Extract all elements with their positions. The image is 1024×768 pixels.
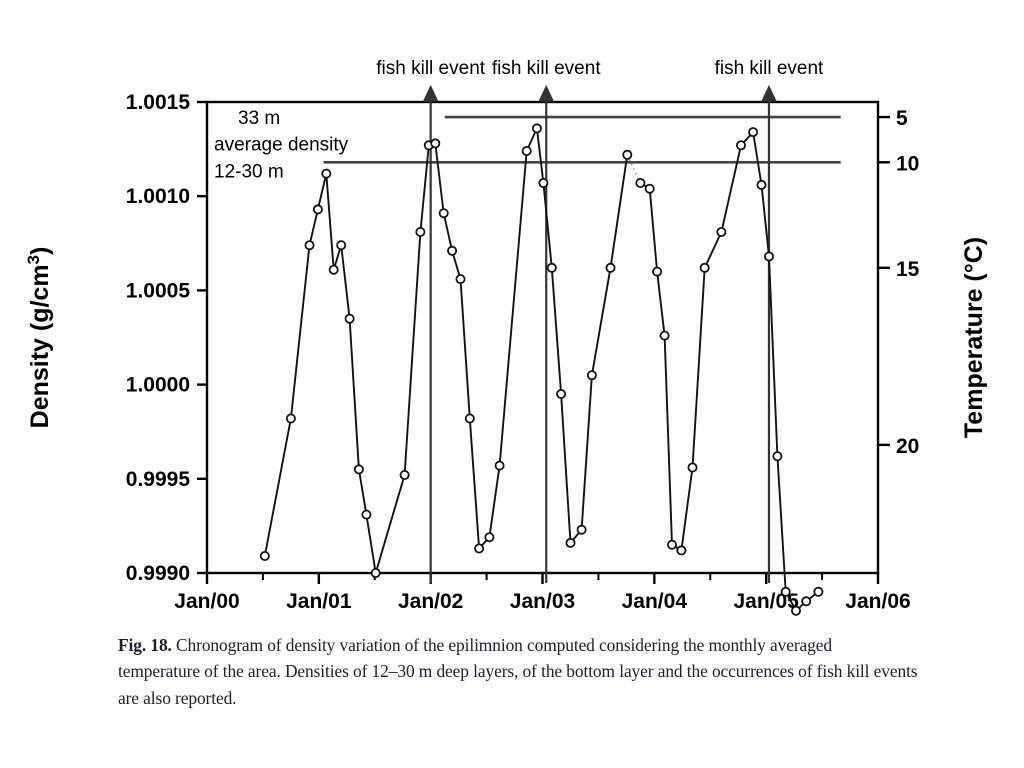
y-axis-tick-label: 0.9995: [126, 468, 191, 491]
fish-kill-arrow-icon: [761, 84, 777, 102]
figure-number: Fig. 18.: [118, 635, 172, 655]
x-axis-tick-label: Jan/03: [510, 590, 575, 613]
x-axis-tick-label: Jan/04: [622, 590, 688, 613]
series-data-point: [531, 123, 542, 134]
series-data-point: [764, 251, 775, 262]
series-data-point: [736, 140, 747, 151]
series-data-point: [430, 138, 441, 149]
series-data-point: [586, 370, 597, 381]
series-data-point: [576, 524, 587, 535]
series-data-point: [644, 183, 655, 194]
temperature-axis-title: Temperature (°C): [960, 237, 988, 438]
series-data-point: [780, 586, 791, 597]
fish-kill-event-label: fish kill event: [376, 58, 485, 79]
series-data-point: [652, 266, 663, 277]
y-axis-tick-label: 1.0000: [126, 374, 190, 397]
x-axis-tick-label: Jan/06: [845, 590, 910, 613]
series-data-point: [361, 509, 372, 520]
y-axis-tick-label: 0.9990: [126, 562, 190, 585]
series-data-point: [447, 245, 458, 256]
series-data-point: [635, 177, 646, 188]
fish-kill-arrow-icon: [422, 84, 439, 102]
series-data-point: [622, 149, 633, 160]
series-data-point: [455, 274, 466, 285]
series-data-point: [321, 168, 332, 179]
fish-kill-event-label: fish kill event: [715, 58, 824, 79]
series-data-point: [791, 605, 802, 616]
series-line: [263, 127, 629, 574]
x-axis-tick-label: Jan/02: [398, 590, 463, 613]
series-data-point: [304, 240, 315, 251]
series-data-point: [748, 127, 759, 138]
series-data-point: [659, 330, 670, 341]
y-axis-tick-label: 1.0015: [126, 91, 191, 114]
series-data-point: [484, 532, 495, 543]
series-data-point: [756, 179, 767, 190]
series-data-point: [699, 262, 710, 273]
series-data-point: [336, 240, 347, 251]
caption-text: Chronogram of density variation of the e…: [118, 635, 918, 708]
average-density-label-line2: 12-30 m: [214, 161, 284, 182]
series-data-point: [556, 388, 567, 399]
series-data-point: [370, 568, 381, 579]
series-data-point: [285, 413, 296, 424]
fish-kill-event-label: fish kill event: [492, 58, 601, 79]
series-data-point: [464, 413, 475, 424]
series-data-point: [801, 596, 812, 607]
y-axis-title: Density (g/cm3): [24, 247, 55, 429]
temperature-axis-tick-label: 15: [896, 258, 920, 281]
series-data-point: [605, 262, 616, 273]
series-data-point: [399, 469, 410, 480]
bottom-layer-label: 33 m: [238, 108, 280, 129]
x-axis-tick-label: Jan/01: [286, 590, 352, 613]
series-data-point: [353, 464, 364, 475]
series-data-point: [438, 208, 449, 219]
series-data-point: [494, 460, 505, 471]
fish-kill-arrow-icon: [538, 84, 555, 102]
series-data-point: [312, 204, 323, 215]
average-density-label-line1: average density: [214, 134, 349, 155]
figure-caption: Fig. 18. Chronogram of density variation…: [118, 632, 918, 711]
y-axis-tick-label: 1.0005: [126, 279, 191, 302]
series-line-gap: [626, 154, 642, 184]
series-data-point: [667, 539, 678, 550]
series-data-point: [328, 264, 339, 275]
series-data-point: [813, 586, 824, 597]
y-axis-tick-label: 1.0010: [126, 185, 190, 208]
series-data-point: [716, 226, 727, 237]
temperature-axis-tick-label: 5: [896, 107, 908, 130]
series-data-point: [474, 543, 485, 554]
series-data-point: [415, 226, 426, 237]
series-data-point: [344, 313, 355, 324]
series-data-point: [538, 177, 549, 188]
series-data-point: [772, 451, 783, 462]
chart-figure: 0.9990 0.9995 1.0000 1.0005 1.0010 1.0015 5 10 1…: [24, 58, 988, 616]
series-data-point: [259, 551, 270, 562]
density-temperature-chart: 0.9990 0.9995 1.0000 1.0005 1.0010 1.0015 5 10 1…: [24, 58, 988, 616]
series-line: [639, 131, 819, 612]
series-data-point: [565, 537, 576, 548]
x-axis-tick-label: Jan/00: [174, 590, 239, 613]
series-data-point: [687, 462, 698, 473]
series-data-point: [676, 545, 687, 556]
temperature-axis-tick-label: 20: [896, 435, 919, 458]
temperature-axis-tick-label: 10: [896, 152, 919, 175]
series-data-point: [521, 145, 532, 156]
series-data-point: [546, 262, 557, 273]
